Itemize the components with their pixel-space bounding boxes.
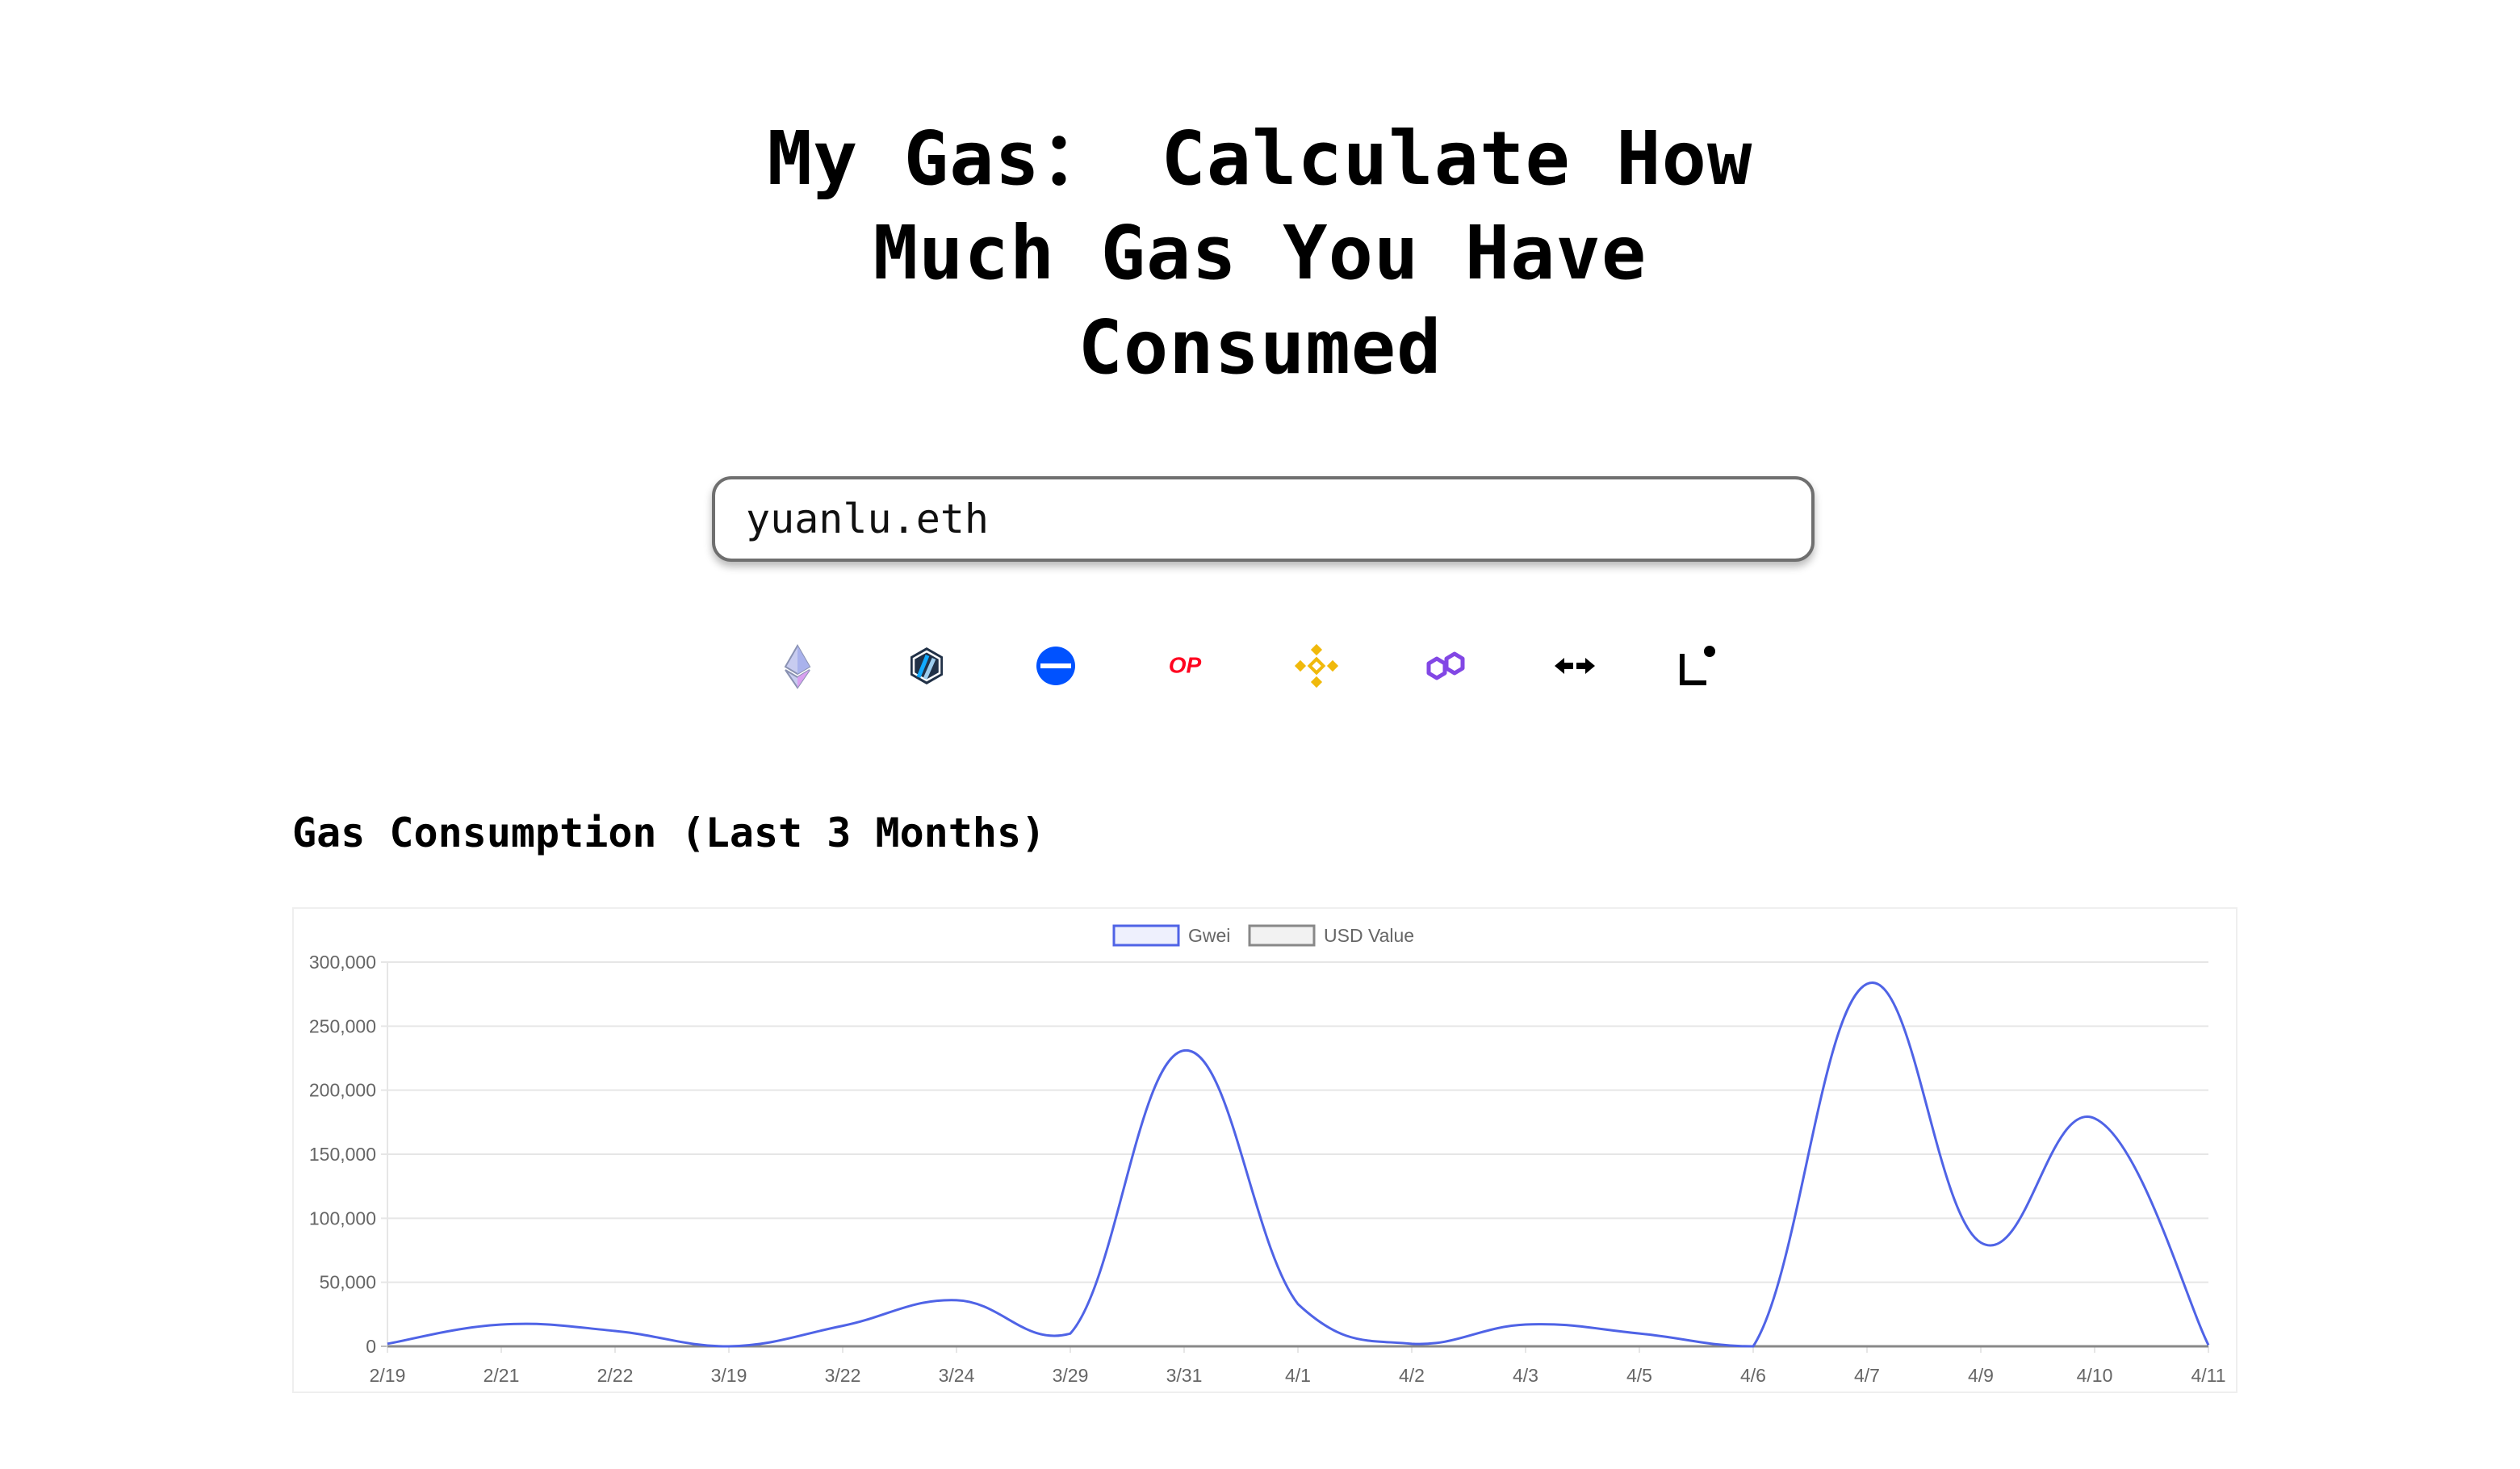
x-tick-label: 4/9 xyxy=(1968,1365,1994,1386)
x-tick-label: 4/5 xyxy=(1626,1365,1652,1386)
chain-optimism-button[interactable]: OP xyxy=(1157,638,1213,694)
bnb-icon xyxy=(1294,643,1339,688)
gas-chart: 0 50,000 100,000 150,000 200,000 250,000 300,0… xyxy=(292,907,2237,1393)
chain-bnb-button[interactable] xyxy=(1288,638,1345,694)
chain-polygon-button[interactable] xyxy=(1417,638,1474,694)
title-line-3: Consumed xyxy=(1078,304,1442,391)
x-tick-label: 4/2 xyxy=(1399,1365,1425,1386)
optimism-icon: OP xyxy=(1169,652,1202,677)
x-tick-label: 4/6 xyxy=(1740,1365,1766,1386)
x-tick-label: 3/19 xyxy=(711,1365,747,1386)
y-tick-label: 250,000 xyxy=(309,1015,376,1036)
series-line-gwei xyxy=(387,981,2210,1348)
page-title: My Gas： Calculate How Much Gas You Have … xyxy=(695,111,1825,395)
chain-linea-button[interactable] xyxy=(1671,638,1727,694)
chain-selector: OP xyxy=(0,638,2520,694)
x-tick-label: 3/24 xyxy=(939,1365,975,1386)
x-tick-label: 3/29 xyxy=(1053,1365,1089,1386)
ethereum-icon xyxy=(784,643,811,689)
legend-swatch xyxy=(1248,924,1316,947)
linea-icon xyxy=(1680,646,1715,685)
legend-swatch xyxy=(1112,924,1180,947)
x-tick-label: 2/22 xyxy=(597,1365,634,1386)
y-tick-label: 150,000 xyxy=(309,1144,376,1165)
chain-base-button[interactable] xyxy=(1028,638,1084,694)
x-tick-label: 2/21 xyxy=(483,1365,520,1386)
x-tick-label: 2/19 xyxy=(370,1365,406,1386)
x-tick-label: 4/7 xyxy=(1854,1365,1880,1386)
gas-chart-svg: 0 50,000 100,000 150,000 200,000 250,000 300,0… xyxy=(309,924,2226,1386)
x-tick-label: 4/1 xyxy=(1285,1365,1311,1386)
chart-section-title: Gas Consumption (Last 3 Months) xyxy=(292,810,1046,856)
chain-zksync-button[interactable] xyxy=(1547,638,1603,694)
y-tick-label: 0 xyxy=(366,1336,376,1357)
y-tick-label: 200,000 xyxy=(309,1080,376,1101)
base-icon xyxy=(1036,647,1075,685)
x-tick-label: 4/11 xyxy=(2191,1365,2225,1386)
x-tick-label: 3/31 xyxy=(1166,1365,1203,1386)
y-tick-label: 100,000 xyxy=(309,1207,376,1228)
address-input[interactable] xyxy=(746,479,1779,559)
x-tick-label: 4/3 xyxy=(1513,1365,1538,1386)
legend-label: USD Value xyxy=(1324,925,1414,946)
zksync-icon xyxy=(1555,658,1595,674)
chain-arbitrum-button[interactable] xyxy=(898,638,955,694)
legend-label: Gwei xyxy=(1188,925,1230,946)
x-tick-label: 3/22 xyxy=(825,1365,861,1386)
chain-ethereum-button[interactable] xyxy=(769,638,826,694)
address-search-box xyxy=(712,476,1815,562)
y-tick-label: 300,000 xyxy=(309,952,376,973)
optimism-label: OP xyxy=(1169,652,1202,677)
title-line-2: Much Gas You Have xyxy=(873,210,1647,296)
title-line-1: My Gas： Calculate How xyxy=(767,115,1753,202)
x-tick-label: 4/10 xyxy=(2077,1365,2113,1386)
y-tick-label: 50,000 xyxy=(320,1272,376,1293)
polygon-icon xyxy=(1426,651,1465,680)
arbitrum-icon xyxy=(910,647,943,684)
